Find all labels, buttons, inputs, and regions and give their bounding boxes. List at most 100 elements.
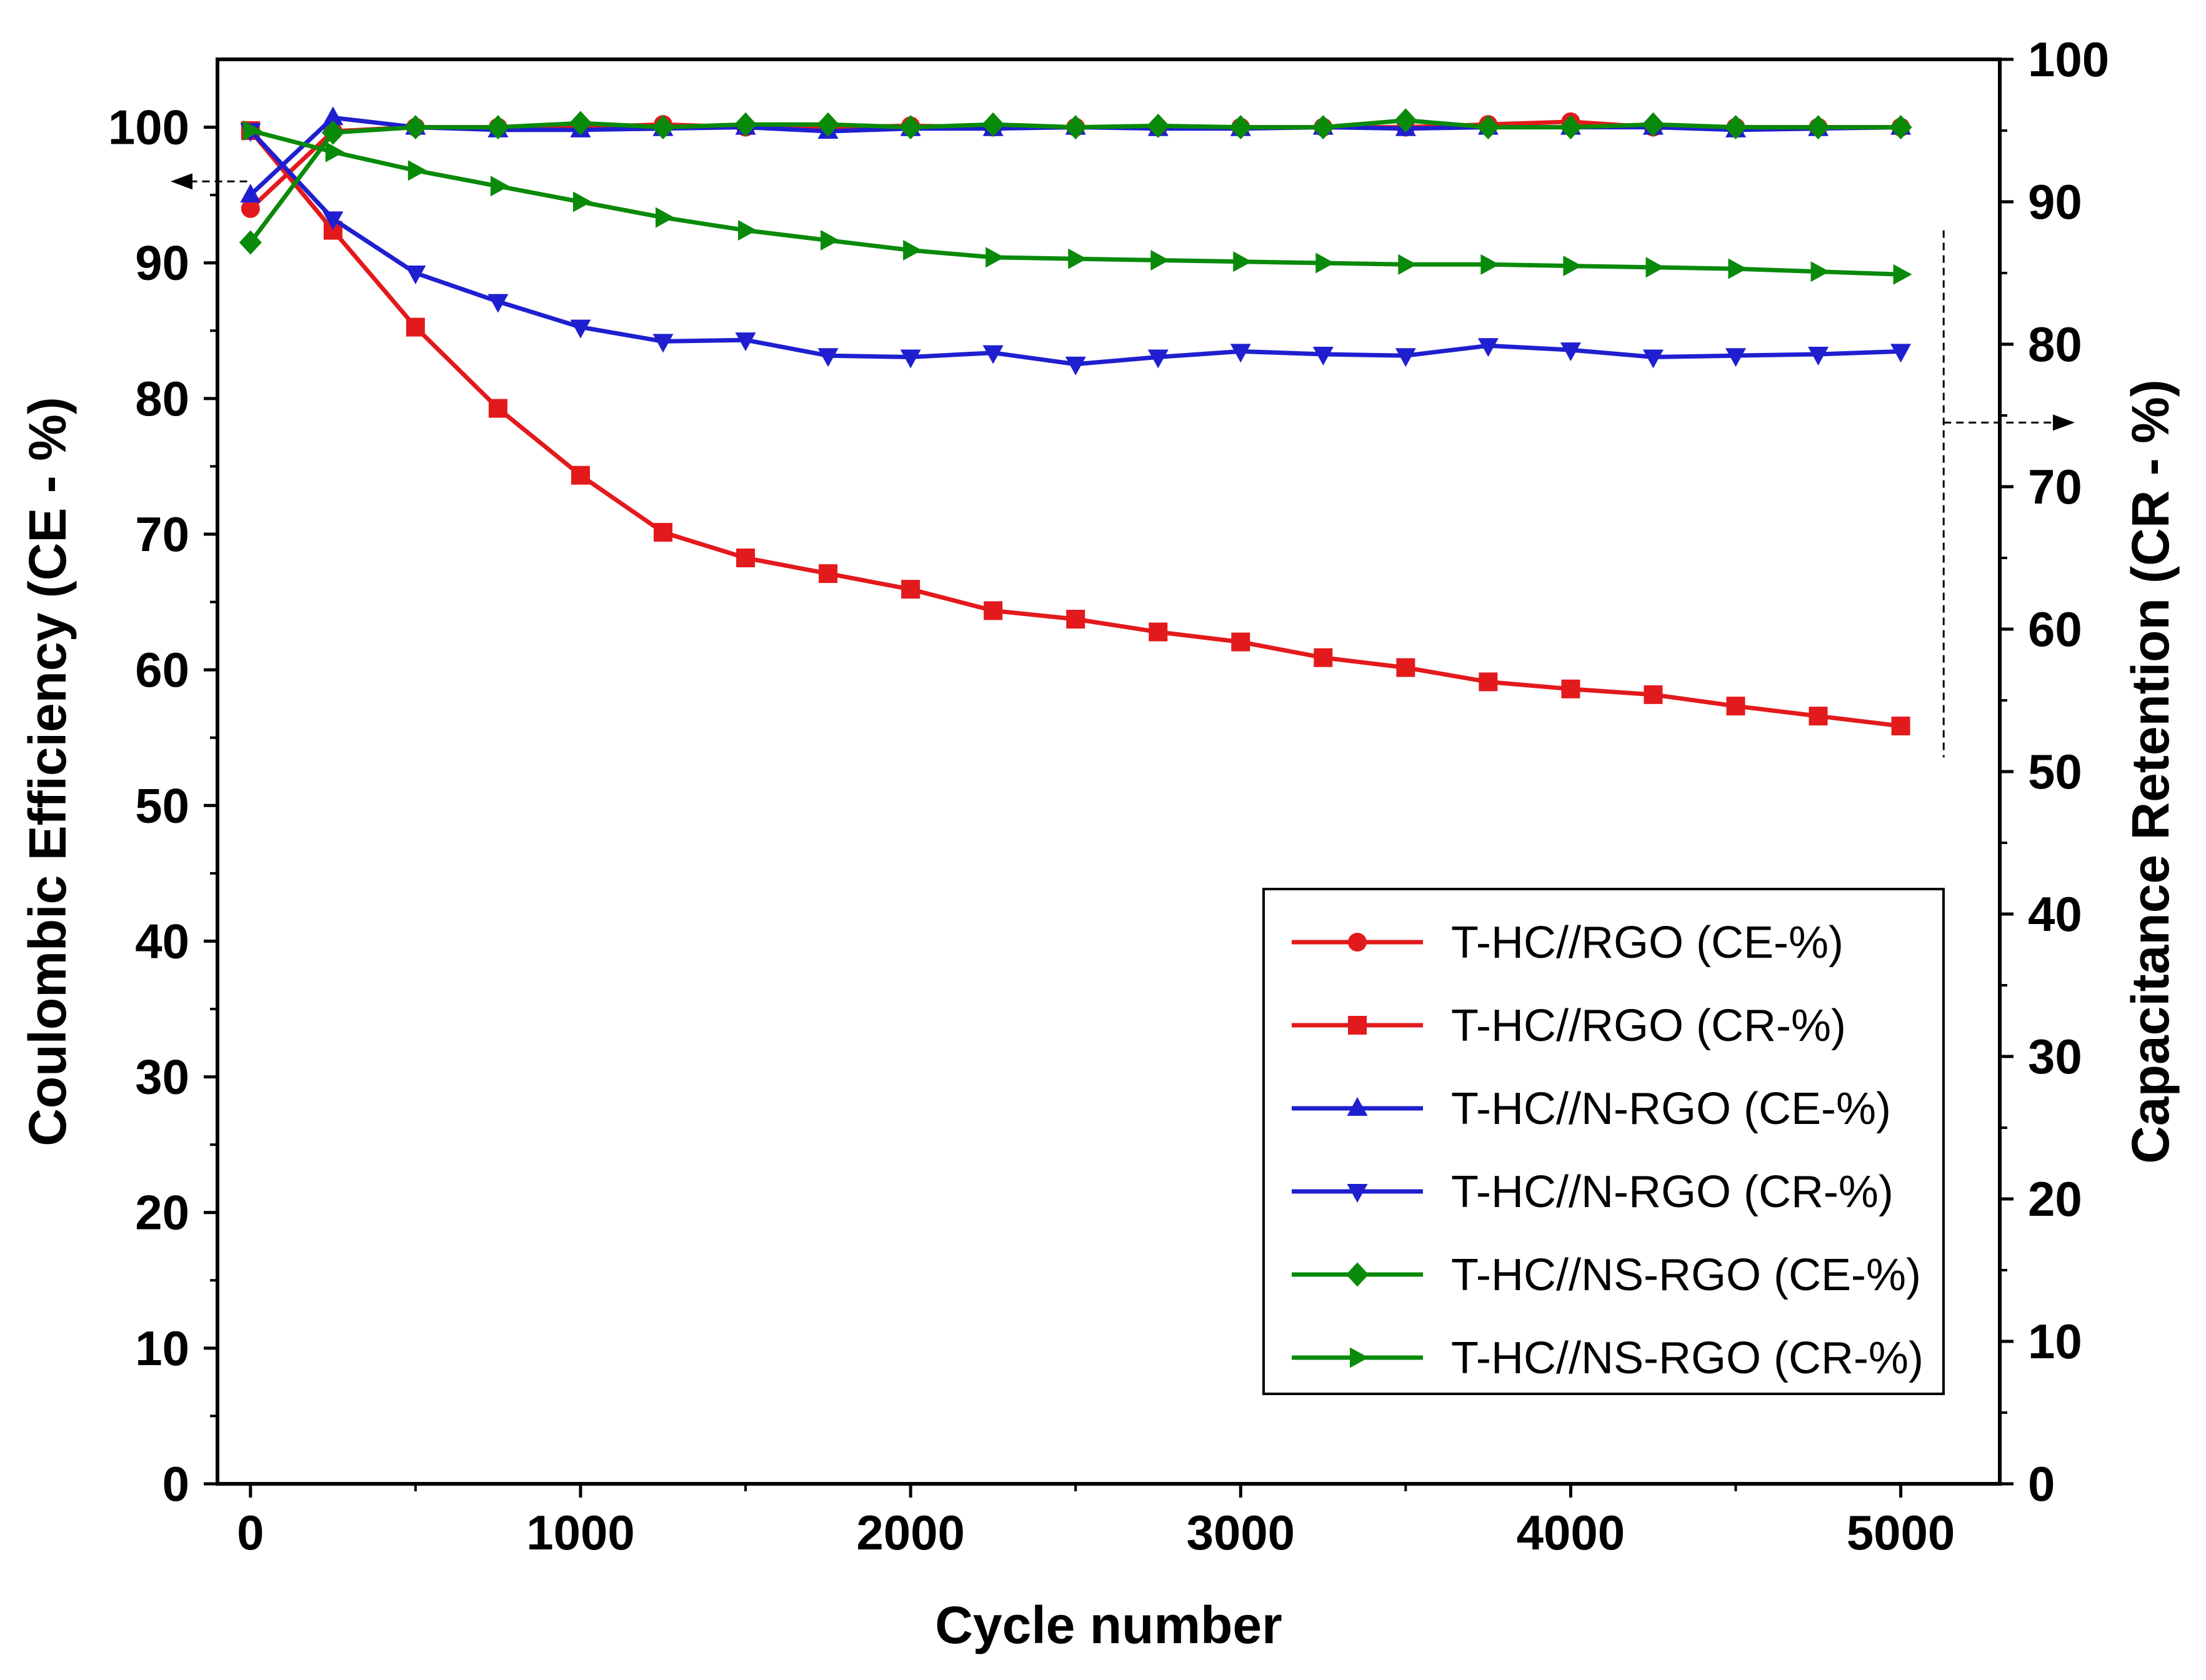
data-point [652, 334, 674, 353]
data-point [571, 465, 590, 485]
x-tick-label: 4000 [1517, 1505, 1625, 1560]
data-point [1889, 115, 1912, 140]
data-point [1149, 622, 1168, 642]
series-5 [242, 120, 1912, 285]
data-point [1398, 254, 1417, 275]
data-point [1561, 679, 1580, 698]
data-point [1233, 251, 1252, 272]
data-point [486, 115, 509, 140]
y-right-tick-label: 70 [2028, 459, 2082, 514]
data-point [1642, 112, 1665, 137]
data-point [654, 522, 672, 542]
y-left-tick-label: 10 [135, 1321, 189, 1376]
data-point [404, 115, 427, 140]
legend-item: T-HC//N-RGO (CR-%) [1292, 1167, 1894, 1217]
series-4 [239, 108, 1912, 255]
data-point [241, 199, 260, 218]
x-tick-label: 2000 [856, 1505, 965, 1560]
data-point [1807, 115, 1830, 140]
data-point [1645, 257, 1665, 278]
data-point [1477, 338, 1499, 357]
axes-layer: 0 1000 2000 3000 4000 50000102030405060708090… [108, 32, 2109, 1560]
data-point [819, 564, 838, 584]
y-right-tick-label: 20 [2028, 1171, 2082, 1226]
data-point [240, 184, 261, 203]
y-left-tick-label: 90 [135, 236, 189, 291]
y-right-tick-label: 40 [2028, 887, 2082, 942]
data-point [1150, 249, 1170, 271]
data-point [406, 317, 425, 337]
x-axis-title: Cycle number [935, 1596, 1282, 1654]
legend-label: T-HC//N-RGO (CR-%) [1451, 1167, 1894, 1217]
data-point [407, 160, 427, 181]
data-point [817, 112, 840, 137]
data-point [1312, 115, 1335, 140]
y-right-tick-label: 50 [2028, 744, 2082, 799]
data-point [901, 580, 921, 599]
legend-label: T-HC//N-RGO (CE-%) [1451, 1084, 1891, 1134]
legend-label: T-HC//NS-RGO (CE-%) [1451, 1250, 1921, 1300]
data-point [1229, 115, 1252, 140]
data-point [984, 601, 1003, 620]
data-point [405, 266, 426, 284]
data-point [1396, 658, 1415, 677]
y-right-tick-label: 0 [2028, 1456, 2055, 1511]
data-point [900, 349, 921, 369]
x-tick-label: 3000 [1186, 1505, 1295, 1560]
y-axis-left-title: Coulombic Efficiency (CE - %) [18, 397, 77, 1146]
data-point [1394, 108, 1417, 133]
y-left-tick-label: 50 [135, 778, 189, 833]
data-point [1395, 348, 1416, 367]
data-point [652, 115, 674, 140]
data-point [1477, 115, 1500, 140]
legend-marker [1346, 1262, 1369, 1287]
legend-label: T-HC//NS-RGO (CR-%) [1451, 1333, 1924, 1383]
data-point [1893, 264, 1912, 285]
data-point [1314, 648, 1333, 667]
data-point [321, 120, 344, 145]
legend-box [1262, 888, 1945, 1395]
data-point [1890, 344, 1912, 363]
data-point [322, 211, 344, 231]
data-point [242, 120, 262, 141]
data-point [1065, 356, 1086, 375]
data-point [738, 220, 757, 241]
data-point [1147, 113, 1170, 138]
data-point [1809, 707, 1828, 726]
y-left-tick-label: 70 [135, 507, 189, 562]
data-point [1147, 349, 1169, 369]
data-point [735, 332, 756, 352]
legend-item: T-HC//NS-RGO (CR-%) [1292, 1333, 1924, 1383]
data-point [325, 141, 344, 162]
data-point [1064, 115, 1087, 140]
legend-marker [1350, 1347, 1369, 1368]
data-point [322, 106, 344, 126]
y-axis-right-title: Capacitance Retention (CR - %) [2121, 379, 2180, 1164]
y-left-tick-label: 20 [135, 1185, 189, 1240]
y-right-tick-label: 80 [2028, 317, 2082, 372]
data-point [1563, 256, 1582, 277]
data-point [1560, 342, 1581, 362]
y-left-tick-label: 100 [108, 100, 189, 155]
data-point [1810, 261, 1830, 282]
data-point [903, 240, 922, 261]
y-right-tick-label: 60 [2028, 602, 2082, 657]
data-point [487, 294, 509, 313]
x-tick-label: 5000 [1847, 1505, 1955, 1560]
data-point [1315, 252, 1335, 274]
data-point [1728, 258, 1747, 279]
data-point [1480, 254, 1500, 275]
marks-layer [239, 106, 1912, 736]
legend-marker [1348, 1016, 1367, 1035]
data-point [736, 549, 756, 567]
data-point [1891, 717, 1910, 736]
data-point [323, 221, 342, 240]
data-point [1066, 610, 1086, 629]
data-point [569, 111, 592, 136]
data-point [1312, 346, 1334, 365]
data-point [1644, 685, 1663, 704]
legend-marker [1348, 933, 1367, 952]
data-point [982, 345, 1004, 364]
